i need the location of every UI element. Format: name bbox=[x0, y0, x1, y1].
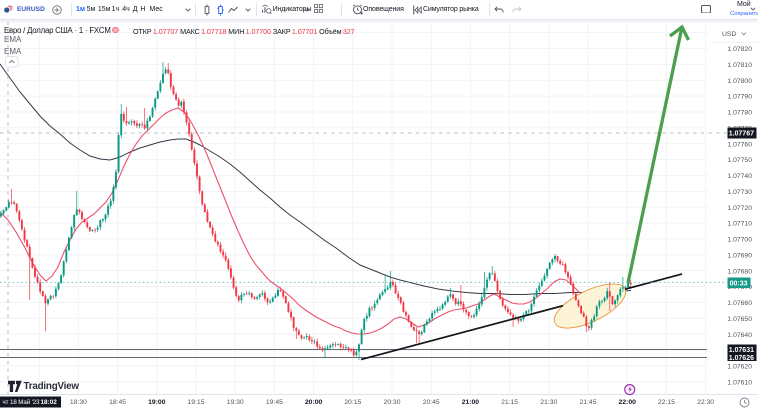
svg-text:1.07620: 1.07620 bbox=[727, 364, 752, 371]
svg-text:1.07710: 1.07710 bbox=[727, 221, 752, 228]
svg-text:1.07780: 1.07780 bbox=[727, 110, 752, 117]
svg-text:1.07750: 1.07750 bbox=[727, 157, 752, 164]
svg-text:18:30: 18:30 bbox=[70, 399, 87, 406]
svg-text:1.07810: 1.07810 bbox=[727, 62, 752, 69]
svg-text:1.07650: 1.07650 bbox=[727, 316, 752, 323]
svg-text:00:33: 00:33 bbox=[730, 280, 748, 287]
svg-text:1.07640: 1.07640 bbox=[727, 332, 752, 339]
svg-text:22:00: 22:00 bbox=[619, 399, 637, 406]
svg-text:21:45: 21:45 bbox=[579, 399, 596, 406]
svg-text:20:30: 20:30 bbox=[383, 399, 400, 406]
svg-text:18:45: 18:45 bbox=[109, 399, 126, 406]
svg-text:21:30: 21:30 bbox=[540, 399, 557, 406]
svg-text:21:00: 21:00 bbox=[462, 399, 480, 406]
svg-text:чт 18 Май '23: чт 18 Май '23 bbox=[3, 399, 41, 406]
svg-text:20:15: 20:15 bbox=[344, 399, 361, 406]
svg-text:1.07690: 1.07690 bbox=[727, 252, 752, 259]
svg-text:19:00: 19:00 bbox=[148, 399, 166, 406]
svg-text:22:15: 22:15 bbox=[658, 399, 675, 406]
svg-text:22:30: 22:30 bbox=[697, 399, 714, 406]
svg-text:1.07790: 1.07790 bbox=[727, 94, 752, 101]
svg-text:1.07800: 1.07800 bbox=[727, 78, 752, 85]
svg-text:1.07626: 1.07626 bbox=[729, 355, 754, 362]
svg-text:18:02: 18:02 bbox=[41, 399, 58, 406]
svg-text:1.07760: 1.07760 bbox=[727, 141, 752, 148]
svg-text:19:45: 19:45 bbox=[266, 399, 283, 406]
svg-text:19:30: 19:30 bbox=[227, 399, 244, 406]
svg-text:20:45: 20:45 bbox=[423, 399, 440, 406]
svg-text:1.07730: 1.07730 bbox=[727, 189, 752, 196]
svg-text:1.07680: 1.07680 bbox=[727, 268, 752, 275]
svg-text:1.07720: 1.07720 bbox=[727, 205, 752, 212]
svg-text:1.07660: 1.07660 bbox=[727, 300, 752, 307]
svg-text:21:15: 21:15 bbox=[501, 399, 518, 406]
svg-text:1.07767: 1.07767 bbox=[729, 131, 754, 138]
svg-text:1.07631: 1.07631 bbox=[729, 347, 754, 354]
svg-text:1.07740: 1.07740 bbox=[727, 173, 752, 180]
svg-text:1.07610: 1.07610 bbox=[727, 379, 752, 386]
svg-text:20:00: 20:00 bbox=[305, 399, 323, 406]
svg-text:TradingView: TradingView bbox=[24, 381, 80, 392]
svg-text:19:15: 19:15 bbox=[187, 399, 204, 406]
svg-text:1.07820: 1.07820 bbox=[727, 46, 752, 53]
svg-text:USD: USD bbox=[722, 31, 736, 38]
svg-text:1.07700: 1.07700 bbox=[727, 237, 752, 244]
